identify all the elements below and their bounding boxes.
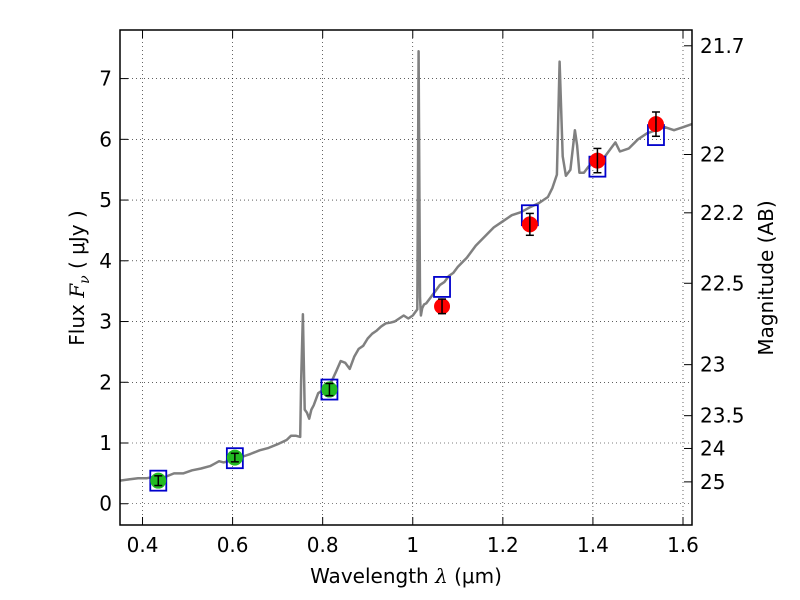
plot-frame: [119, 29, 693, 526]
x-tick-label: 0.4: [127, 533, 159, 557]
y-tick-label: 7: [99, 67, 112, 91]
y-tick-label: 4: [99, 249, 112, 273]
y2-axis-label: Magnitude (AB): [754, 200, 778, 355]
y2-tick-label: 22: [700, 143, 725, 167]
y2-tick-label: 25: [700, 470, 725, 494]
y-tick-label: 1: [99, 431, 112, 455]
y-tick-label: 6: [99, 127, 112, 151]
y-tick-label: 2: [99, 370, 112, 394]
grid-lines: [120, 30, 692, 525]
y2-tick-label: 21.7: [700, 34, 745, 58]
y-tick-label: 3: [99, 310, 112, 334]
x-tick-label: 1: [406, 533, 419, 557]
y-tick-labels: 0 1 2 3 4 5 6 7: [99, 67, 112, 516]
y-axis-label: Flux Fν ( μJy ): [65, 210, 93, 345]
axis-ticks: [120, 30, 692, 525]
y-tick-label: 0: [99, 492, 112, 516]
y2-tick-label: 24: [700, 436, 725, 460]
x-tick-labels: 0.4 0.6 0.8 1 1.2 1.4 1.6: [127, 533, 699, 557]
x-tick-label: 1.6: [667, 533, 699, 557]
x-tick-label: 1.4: [577, 533, 609, 557]
y2-tick-label: 22.2: [700, 201, 745, 225]
spectrum-line: [120, 50, 692, 482]
y2-tick-label: 22.5: [700, 271, 745, 295]
spectrum-layer: [120, 50, 692, 482]
x-tick-label: 1.2: [487, 533, 519, 557]
x-tick-label: 0.8: [307, 533, 339, 557]
y2-tick-labels: 21.7 22 22.2 22.5 23 23.5 24 25: [700, 34, 745, 494]
model-square-marker: [433, 276, 451, 298]
model-square-marker: [225, 447, 244, 470]
x-tick-label: 0.6: [217, 533, 249, 557]
y2-tick-label: 23: [700, 353, 725, 377]
y2-tick-label: 23.5: [700, 404, 745, 428]
x-axis-label: Wavelength λ (μm): [310, 564, 502, 588]
y-tick-label: 5: [99, 188, 112, 212]
photometry-markers: [149, 111, 665, 492]
